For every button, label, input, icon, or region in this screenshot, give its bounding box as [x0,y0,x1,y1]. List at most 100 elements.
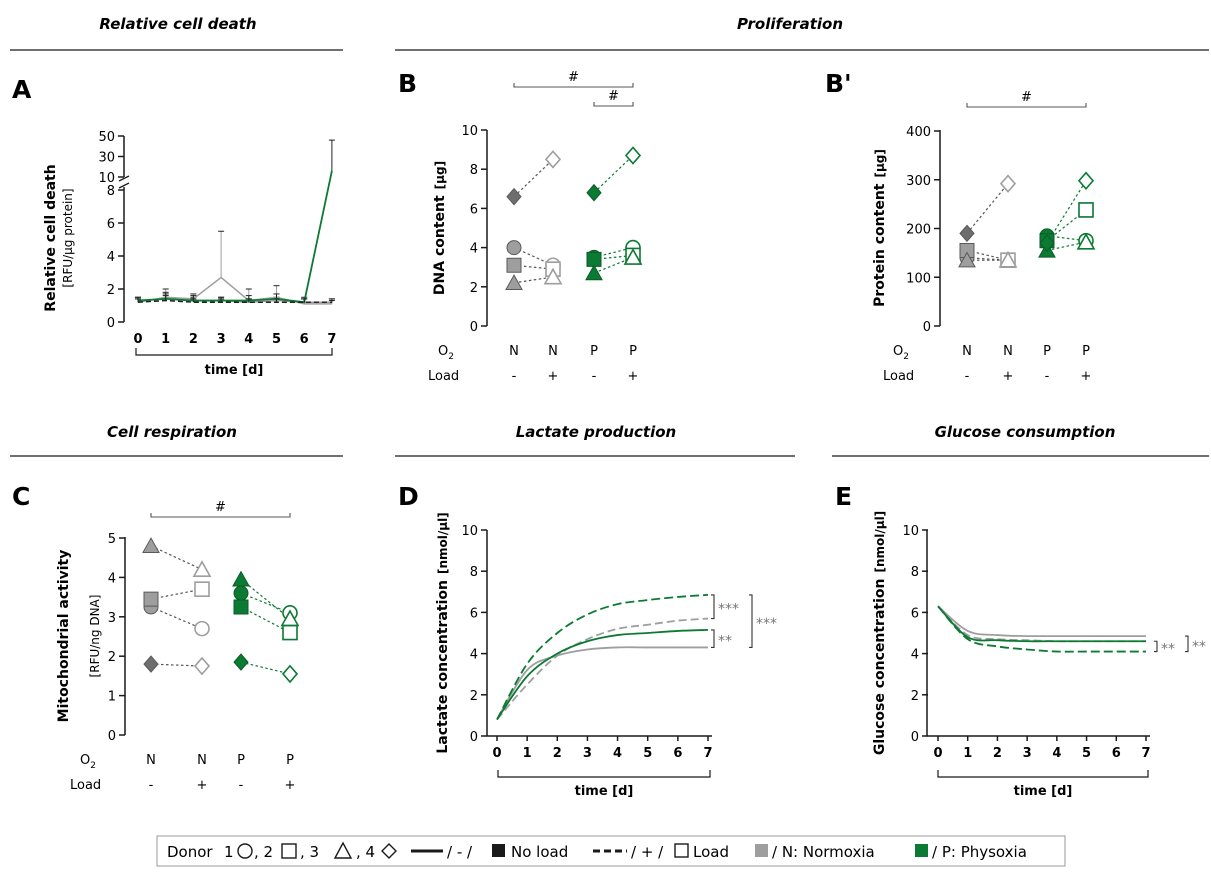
b-connector-donor4 [513,158,554,198]
c-load-tick-label: + [285,778,296,793]
bp-load-row-label: Load [883,369,914,384]
b-significance-bracket [513,83,634,88]
b-significance-label: # [608,89,619,104]
panel-letter-e: E [835,482,852,511]
legend-filled-square-icon [492,844,505,857]
d-x-tick-label: 3 [583,746,592,761]
d-y-tick-label: 10 [461,524,478,539]
bp-y-tick-label: 0 [923,320,931,335]
e-y-tick-label: 2 [911,689,919,704]
b-marker-donor4-diamond [544,150,562,169]
legend: Donor 1 , 2 , 3 , 4 / - / No load / + / … [156,835,1066,867]
e-x-tick-label: 4 [1052,746,1061,761]
b-y-tick-label: 0 [470,320,478,335]
legend-square-icon [281,843,297,859]
c-o2-tick-label: P [237,753,245,768]
b-o2-row-label: O2 [438,344,454,362]
e-significance-bracket [1154,640,1158,653]
legend-no-load-symbols: / - / [447,843,473,861]
bp-load-tick-label: + [1003,369,1014,384]
c-connector-donor4 [240,661,291,675]
b-load-tick-label: - [512,369,517,384]
e-x-tick-label: 7 [1141,746,1150,761]
e-time-bracket [937,770,1149,778]
b-marker-donor4-diamond [586,183,602,202]
a-x-tick-label: 7 [327,332,336,347]
c-y-axis-label: Mitochondrial activity [56,550,72,723]
bp-o2-tick-label: P [1043,344,1051,359]
d-series-line-physoxia-noload [496,629,709,721]
b-y-tick-label: 4 [470,242,478,257]
bp-marker-donor2-square [959,242,975,258]
b-marker-donor4-diamond [506,187,522,206]
b-y-axis-label: DNA content[µg] [432,161,448,295]
section-title-proliferation: Proliferation [737,15,843,33]
legend-gray-swatch [755,844,768,857]
c-o2-tick-label: N [197,753,207,768]
d-significance-label: *** [718,602,739,618]
a-y-tick-label: 4 [107,250,115,265]
bp-o2-tick-label: N [962,344,972,359]
e-x-tick-label: 5 [1082,746,1091,761]
b-load-row-label: Load [428,369,459,384]
a-x-tick-label: 5 [272,332,281,347]
section-title-cell-death: Relative cell death [99,15,256,33]
bp-y-tick-label: 200 [906,223,931,238]
bp-marker-donor3-triangle [958,251,976,268]
b-o2-tick-label: P [629,344,637,359]
c-o2-row-label: O2 [80,753,96,771]
e-x-tick-label: 2 [993,746,1002,761]
b-load-tick-label: + [548,369,559,384]
d-y-tick-label: 2 [470,689,478,704]
c-y-tick-label: 5 [108,532,116,547]
c-marker-donor4-diamond [193,656,211,676]
e-significance-label: ** [1192,639,1206,655]
section-title-respiration: Cell respiration [107,423,237,441]
a-x-axis-label: time [d] [205,363,264,378]
b-load-tick-label: - [592,369,597,384]
b-significance-bracket [593,102,634,107]
d-significance-label: ** [718,634,732,650]
d-series-line-normoxia-noload [496,646,708,720]
bp-marker-donor3-triangle [1076,232,1096,250]
legend-donor-label: Donor [167,843,213,861]
e-x-tick-label: 0 [933,746,942,761]
c-o2-tick-label: N [146,753,156,768]
bp-connector-donor4 [966,183,1009,234]
d-x-tick-label: 2 [553,746,562,761]
c-marker-donor1-circle [233,585,249,601]
legend-open-square-icon [674,843,689,858]
c-marker-donor1-circle [194,620,210,637]
legend-diamond-icon [381,843,397,859]
panel-letter-c: C [12,482,30,511]
bp-load-tick-label: - [1045,369,1050,384]
legend-donor-3: , 3 [300,843,319,861]
d-x-tick-label: 6 [673,746,682,761]
panel-letter-b: B [398,69,417,98]
panel-letter-d: D [398,482,419,511]
a-axis-break-mark [118,182,130,189]
panel-d: 0 2 4 6 8 10 0 1 2 3 4 5 6 7 Lactate concentration[n… [435,512,777,799]
panel-e: 0 2 4 6 8 10 0 1 2 3 4 5 6 7 Glucose concentration[n… [872,511,1206,799]
c-y-tick-label: 1 [108,690,116,705]
legend-donor-2: , 2 [254,843,273,861]
e-y-tick-label: 4 [911,648,919,663]
a-y-axis-label: Relative cell death [43,164,59,311]
c-connector-donor2 [240,606,291,634]
legend-load-text: Load [693,843,729,861]
e-series-line-physoxia-load [937,605,1146,653]
b-o2-subscript: 2 [448,352,454,362]
b-marker-donor2-square [586,251,602,267]
bp-connector-donor3 [1046,241,1087,252]
a-time-bracket [135,348,333,356]
d-y-tick-label: 6 [470,606,478,621]
a-y-tick-label: 10 [98,171,115,186]
legend-triangle-icon [333,841,353,859]
c-connector-donor4 [150,663,203,667]
a-series-line-physoxia-noload [137,170,333,304]
e-y-tick-label: 10 [902,524,919,539]
legend-load-symbols: / + / [631,843,664,861]
a-x-tick-label: 2 [189,332,198,347]
c-marker-donor2-square [194,581,210,598]
d-x-tick-label: 1 [523,746,532,761]
